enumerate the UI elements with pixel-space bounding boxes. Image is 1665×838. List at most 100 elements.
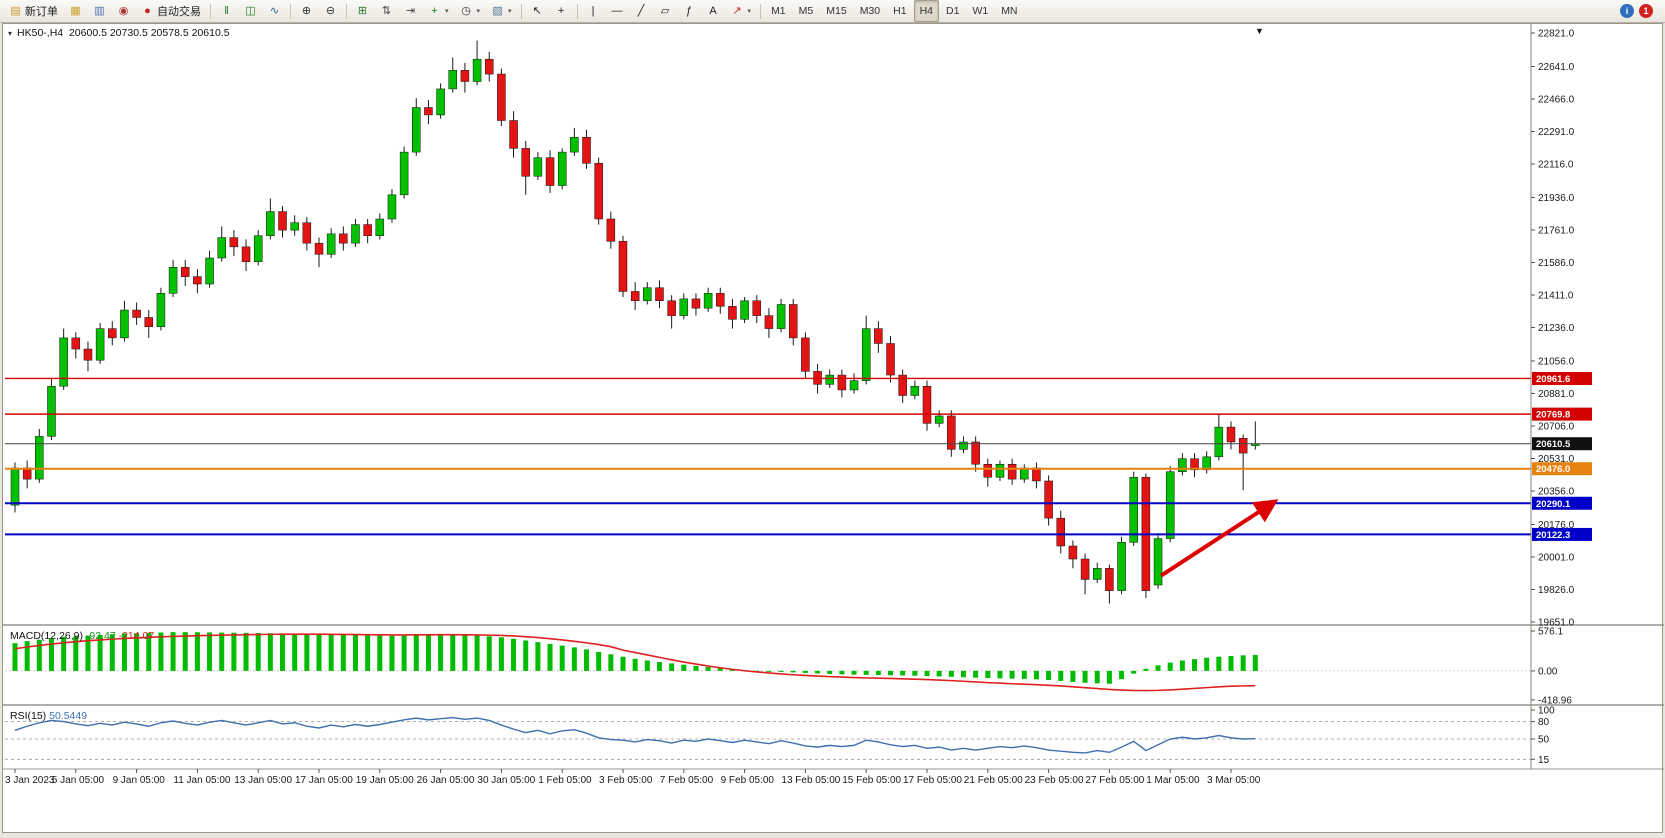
navigator-button[interactable]: ◉ xyxy=(112,0,135,22)
templates-button[interactable]: ▧ ▾ xyxy=(486,0,517,22)
candlestick-icon: ◫ xyxy=(245,4,256,17)
channel-icon: ▱ xyxy=(660,4,670,17)
notification-badge[interactable]: 1 xyxy=(1639,4,1653,18)
indicators-button[interactable]: + ▾ xyxy=(423,0,454,22)
fibonacci-icon: ƒ xyxy=(685,4,693,17)
toolbar-separator xyxy=(290,3,291,19)
data-window-button[interactable]: ▥ xyxy=(88,0,111,22)
svg-text:17 Feb 05:00: 17 Feb 05:00 xyxy=(903,775,962,786)
svg-text:20356.0: 20356.0 xyxy=(1538,487,1575,498)
svg-text:-418.96: -418.96 xyxy=(1538,695,1572,706)
svg-text:20001.0: 20001.0 xyxy=(1538,552,1575,563)
svg-text:9 Jan 05:00: 9 Jan 05:00 xyxy=(113,775,166,786)
svg-text:3 Jan 2023: 3 Jan 2023 xyxy=(5,775,55,786)
market-watch-button[interactable]: ▦ xyxy=(64,0,87,22)
svg-text:21236.0: 21236.0 xyxy=(1538,323,1575,334)
dropdown-arrow-icon[interactable]: ▾ xyxy=(508,8,512,15)
line-chart-icon: ∿ xyxy=(269,4,280,17)
tile-windows-button[interactable]: ⊞ xyxy=(351,0,374,22)
vertical-line-button[interactable]: | xyxy=(582,0,605,22)
zoom-out-icon: ⊖ xyxy=(325,4,336,17)
svg-text:20881.0: 20881.0 xyxy=(1538,389,1575,400)
svg-text:13 Feb 05:00: 13 Feb 05:00 xyxy=(781,775,840,786)
clock-icon: ◷ xyxy=(461,4,471,17)
price-tags: 20961.6 20769.8 20610.5 20476.0 20290.1 20122… xyxy=(1532,371,1592,541)
trend-arrow[interactable] xyxy=(1159,499,1279,578)
horizontal-line-icon: — xyxy=(611,4,623,17)
rsi-label-text: RSI(15) xyxy=(10,710,47,722)
track-chart-icon: ⇥ xyxy=(405,4,416,17)
zoom-out-button[interactable]: ⊖ xyxy=(319,0,342,22)
chart-collapse-icon[interactable]: ▾ xyxy=(8,29,13,38)
arrows-icon: ↗ xyxy=(732,4,742,17)
zoom-in-icon: ⊕ xyxy=(301,4,312,17)
arrows-button[interactable]: ↗ ▾ xyxy=(726,0,757,22)
candlesticks xyxy=(10,40,1260,604)
svg-text:1 Mar 05:00: 1 Mar 05:00 xyxy=(1146,775,1200,786)
chart-ohlc-values: 20600.5 20730.5 20578.5 20610.5 xyxy=(68,27,230,39)
text-icon: A xyxy=(709,4,717,17)
zoom-in-button[interactable]: ⊕ xyxy=(295,0,318,22)
svg-text:576.1: 576.1 xyxy=(1538,627,1563,638)
toolbar-separator xyxy=(760,3,762,19)
svg-text:7 Feb 05:00: 7 Feb 05:00 xyxy=(660,775,714,786)
timeframe-button-w1[interactable]: W1 xyxy=(972,5,989,17)
text-label-button[interactable]: A xyxy=(702,0,725,22)
svg-text:20610.5: 20610.5 xyxy=(1536,439,1571,450)
svg-text:21411.0: 21411.0 xyxy=(1538,290,1574,301)
timeframe-button-m30[interactable]: M30 xyxy=(859,5,881,17)
price-tag-20961.6 xyxy=(1532,371,1592,385)
timeframe-button-d1[interactable]: D1 xyxy=(946,5,960,17)
timeframe-button-h4[interactable]: H4 xyxy=(913,0,939,22)
svg-text:22291.0: 22291.0 xyxy=(1538,127,1575,138)
timeframe-button-h1[interactable]: H1 xyxy=(893,5,907,17)
crosshair-button[interactable]: + xyxy=(550,0,573,22)
bar-chart-button[interactable]: ǁ xyxy=(215,0,238,22)
macd-main-value: -92.47 xyxy=(85,630,116,642)
auto-arrange-icon: ⇅ xyxy=(381,4,392,17)
fibonacci-button[interactable]: ƒ xyxy=(678,0,701,22)
navigator-icon: ◉ xyxy=(118,4,129,17)
timeframe-button-m1[interactable]: M1 xyxy=(771,5,786,17)
svg-text:20176.0: 20176.0 xyxy=(1538,520,1575,531)
timeframe-button-mn[interactable]: MN xyxy=(1001,5,1018,17)
rsi-line xyxy=(14,716,1256,754)
horizontal-line-button[interactable]: — xyxy=(606,0,629,22)
toolbar-separator xyxy=(346,3,347,19)
trendline-button[interactable]: ╱ xyxy=(630,0,653,22)
svg-text:15 Feb 05:00: 15 Feb 05:00 xyxy=(842,775,901,786)
channel-button[interactable]: ▱ xyxy=(654,0,677,22)
timeframe-button-m5[interactable]: M5 xyxy=(798,5,814,17)
track-chart-button[interactable]: ⇥ xyxy=(399,0,422,22)
horizontal-levels[interactable] xyxy=(5,377,1531,536)
market-watch-icon: ▦ xyxy=(70,4,81,17)
svg-text:50: 50 xyxy=(1538,735,1550,746)
candlestick-chart-button[interactable]: ◫ xyxy=(239,0,262,22)
cursor-button[interactable]: ↖ xyxy=(526,0,549,22)
timeframe-button-m15[interactable]: M15 xyxy=(826,5,847,17)
svg-text:3 Mar 05:00: 3 Mar 05:00 xyxy=(1207,775,1261,786)
svg-text:5 Jan 05:00: 5 Jan 05:00 xyxy=(52,775,105,786)
line-chart-button[interactable]: ∿ xyxy=(263,0,286,22)
price-tag-20290.1 xyxy=(1532,496,1592,510)
community-icon[interactable]: i xyxy=(1620,4,1634,18)
one-click-trading-icon[interactable]: ▼ xyxy=(1255,26,1264,36)
svg-text:13 Jan 05:00: 13 Jan 05:00 xyxy=(234,775,292,786)
svg-text:3 Feb 05:00: 3 Feb 05:00 xyxy=(599,775,653,786)
periods-button[interactable]: ◷ ▾ xyxy=(455,0,486,22)
chart-symbol-timeframe: HK50-,H4 xyxy=(17,27,64,39)
price-tag-20610.5 xyxy=(1532,437,1592,451)
macd-signal-line xyxy=(14,633,1256,692)
new-order-button[interactable]: ▤ 新订单 xyxy=(4,0,63,22)
price-tag-20476.0 xyxy=(1532,462,1592,476)
macd-pane: 576.1 0.00 -418.96 xyxy=(5,627,1572,706)
dropdown-arrow-icon[interactable]: ▾ xyxy=(476,8,481,15)
dropdown-arrow-icon[interactable]: ▾ xyxy=(747,8,752,15)
chart-canvas[interactable]: 22821.0 22641.0 22466.0 22291.0 22116.0 21936… xyxy=(3,24,1664,834)
autotrading-button[interactable]: ● 自动交易 xyxy=(136,0,206,22)
dropdown-arrow-icon[interactable]: ▾ xyxy=(445,8,449,15)
auto-arrange-button[interactable]: ⇅ xyxy=(375,0,398,22)
toolbar-separator xyxy=(210,3,211,19)
svg-text:100: 100 xyxy=(1538,706,1555,717)
